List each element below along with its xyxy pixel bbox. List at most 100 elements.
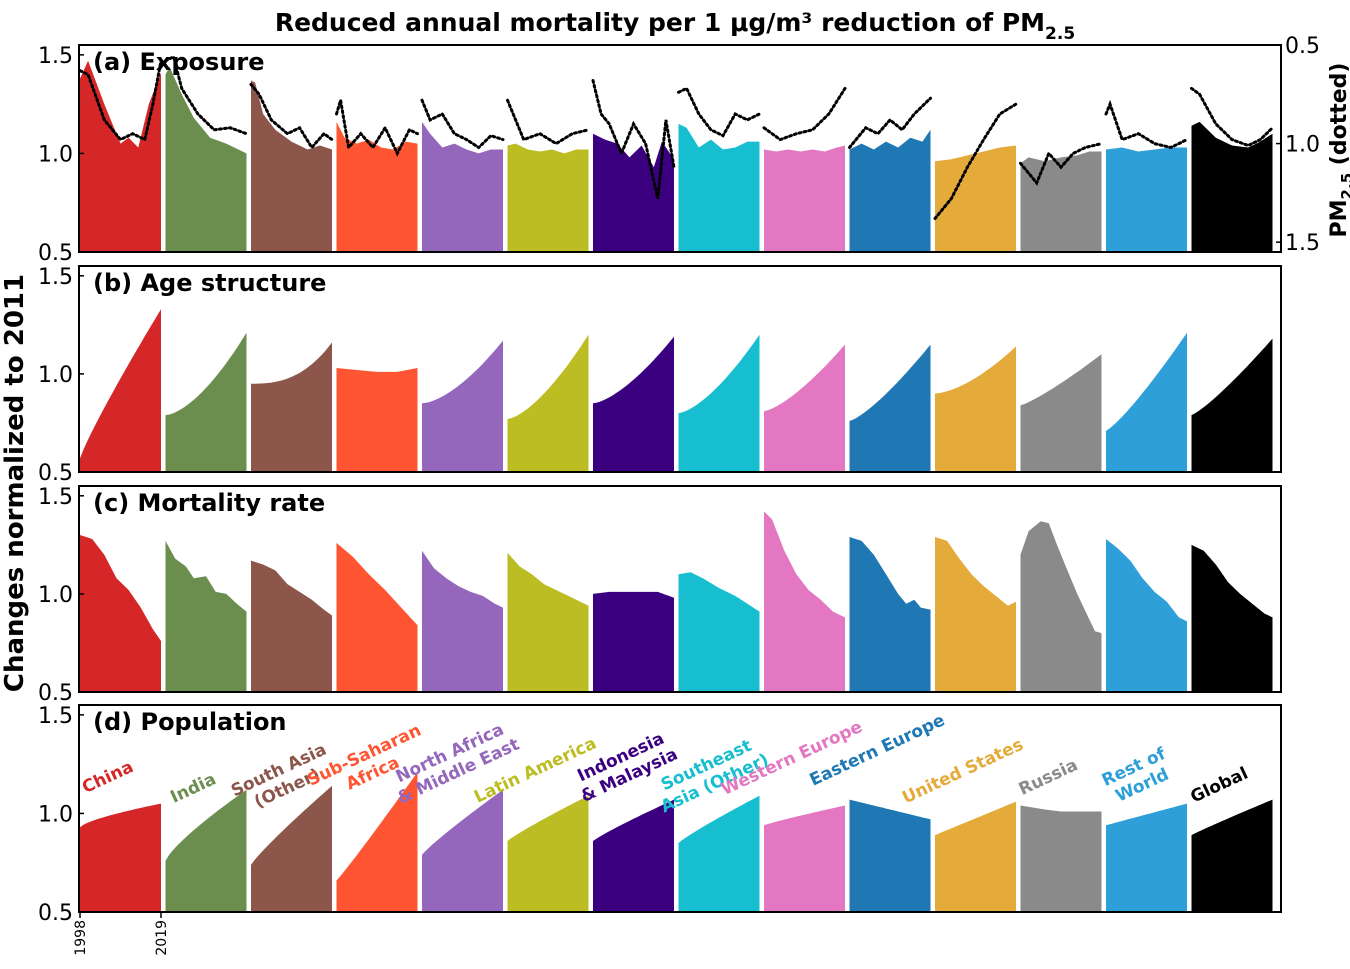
area-western-europe <box>764 511 845 692</box>
y-tick-label: 0.5 <box>38 241 73 266</box>
area-indonesia-malaysia <box>593 336 674 472</box>
chart-title-sub: 2.5 <box>1045 24 1075 44</box>
area-eastern-europe <box>849 537 931 692</box>
x-tick-label: 1998 <box>73 920 89 956</box>
y2-tick-label: 1.5 <box>1285 231 1320 256</box>
area-north-africa-middle-east <box>422 340 503 472</box>
panel-frame <box>78 265 1282 473</box>
area-north-africa-middle-east <box>422 121 503 253</box>
area-eastern-europe <box>849 129 931 252</box>
pm25-line-russia <box>1019 142 1103 186</box>
area-india <box>165 66 247 252</box>
area-western-europe <box>764 344 845 472</box>
area-global <box>1191 799 1273 912</box>
area-southeast-asia-other- <box>678 123 760 253</box>
area-latin-america <box>507 334 589 472</box>
area-southeast-asia-other- <box>678 795 760 912</box>
area-north-africa-middle-east <box>422 550 503 692</box>
area-latin-america <box>507 795 589 912</box>
region-label-line: United States <box>899 735 1026 809</box>
area-russia <box>1020 354 1102 472</box>
area-global <box>1191 121 1273 253</box>
area-latin-america <box>507 143 589 252</box>
region-label-line: India <box>167 769 219 807</box>
area-india <box>165 789 247 912</box>
region-label-line: Russia <box>1016 755 1081 800</box>
pm25-line-southeast-asia-other- <box>677 86 761 138</box>
area-global <box>1191 544 1273 692</box>
panel-4 <box>80 772 1273 912</box>
pm25-line-eastern-europe <box>848 96 932 149</box>
panel-label: (b) Age structure <box>93 269 326 297</box>
x-tick-label: 2019 <box>154 920 170 956</box>
area-china <box>80 803 161 912</box>
y-axis-label: Changes normalized to 2011 <box>0 274 30 692</box>
y-tick-label: 1.5 <box>38 44 73 69</box>
panel-3 <box>80 511 1273 692</box>
area-rest-of-world <box>1106 803 1187 912</box>
area-russia <box>1020 151 1102 252</box>
area-united-states <box>935 537 1016 692</box>
pm25-line-china <box>78 59 163 142</box>
area-united-states <box>935 801 1016 912</box>
region-label-united-states: United States <box>899 735 1026 809</box>
pm25-line-south-asia-other- <box>249 82 334 151</box>
area-indonesia-malaysia <box>593 133 674 252</box>
area-western-europe <box>764 805 845 912</box>
area-latin-america <box>507 552 589 692</box>
area-south-asia-other- <box>251 342 332 472</box>
y-tick-label: 1.0 <box>38 802 73 827</box>
y2-axis-label: PM2.5 (dotted) <box>1327 63 1350 238</box>
pm25-line-india <box>164 54 248 136</box>
area-united-states <box>935 346 1016 472</box>
panel-label: (d) Population <box>93 708 287 736</box>
y-tick-label: 0.5 <box>38 461 73 486</box>
area-southeast-asia-other- <box>678 334 760 472</box>
area-china <box>80 309 161 472</box>
region-label-russia: Russia <box>1016 755 1081 800</box>
area-china <box>80 535 161 692</box>
pm25-line-rest-of-world <box>1104 99 1189 150</box>
area-sub-saharan-africa <box>336 772 418 912</box>
pm25-line-indonesia-malaysia <box>591 79 676 200</box>
panel-frame <box>78 44 1282 253</box>
region-label-india: India <box>167 769 219 807</box>
area-indonesia-malaysia <box>593 799 674 912</box>
pm25-line-latin-america <box>506 98 590 146</box>
area-eastern-europe <box>849 344 931 472</box>
area-india <box>165 540 247 692</box>
y-tick-label: 1.0 <box>38 142 73 167</box>
y-tick-label: 1.5 <box>38 265 73 290</box>
y-tick-label: 1.0 <box>38 583 73 608</box>
area-russia <box>1020 521 1102 692</box>
area-south-asia-other- <box>251 80 332 252</box>
area-global <box>1191 338 1273 472</box>
y-tick-label: 1.5 <box>38 704 73 729</box>
area-eastern-europe <box>849 799 931 912</box>
area-rest-of-world <box>1106 147 1187 252</box>
region-label-line: Global <box>1188 764 1252 808</box>
y2-axis-label-sub: 2.5 <box>1338 173 1350 200</box>
area-rest-of-world <box>1106 332 1187 472</box>
pm25-line-sub-saharan-africa <box>335 99 419 157</box>
region-label-rest-of-world: Rest ofWorld <box>1099 744 1178 809</box>
panel-label: (c) Mortality rate <box>93 489 325 517</box>
area-western-europe <box>764 145 845 252</box>
panel-1 <box>78 54 1274 253</box>
area-rest-of-world <box>1106 539 1187 692</box>
panel-frame <box>78 704 1282 913</box>
area-southeast-asia-other- <box>678 572 760 692</box>
y2-axis-label-suffix: (dotted) <box>1327 63 1350 173</box>
y2-tick-label: 0.5 <box>1285 34 1320 59</box>
panel-2 <box>80 309 1273 472</box>
region-label-line: China <box>79 757 136 798</box>
chart-title-main: Reduced annual mortality per 1 μg/m³ red… <box>275 8 1045 37</box>
y2-axis-label-main: PM <box>1327 199 1350 237</box>
chart-title: Reduced annual mortality per 1 μg/m³ red… <box>275 8 1075 44</box>
area-united-states <box>935 145 1016 252</box>
area-south-asia-other- <box>251 785 332 912</box>
region-label-global: Global <box>1188 764 1252 808</box>
region-label-china: China <box>79 757 136 798</box>
area-sub-saharan-africa <box>336 368 418 472</box>
